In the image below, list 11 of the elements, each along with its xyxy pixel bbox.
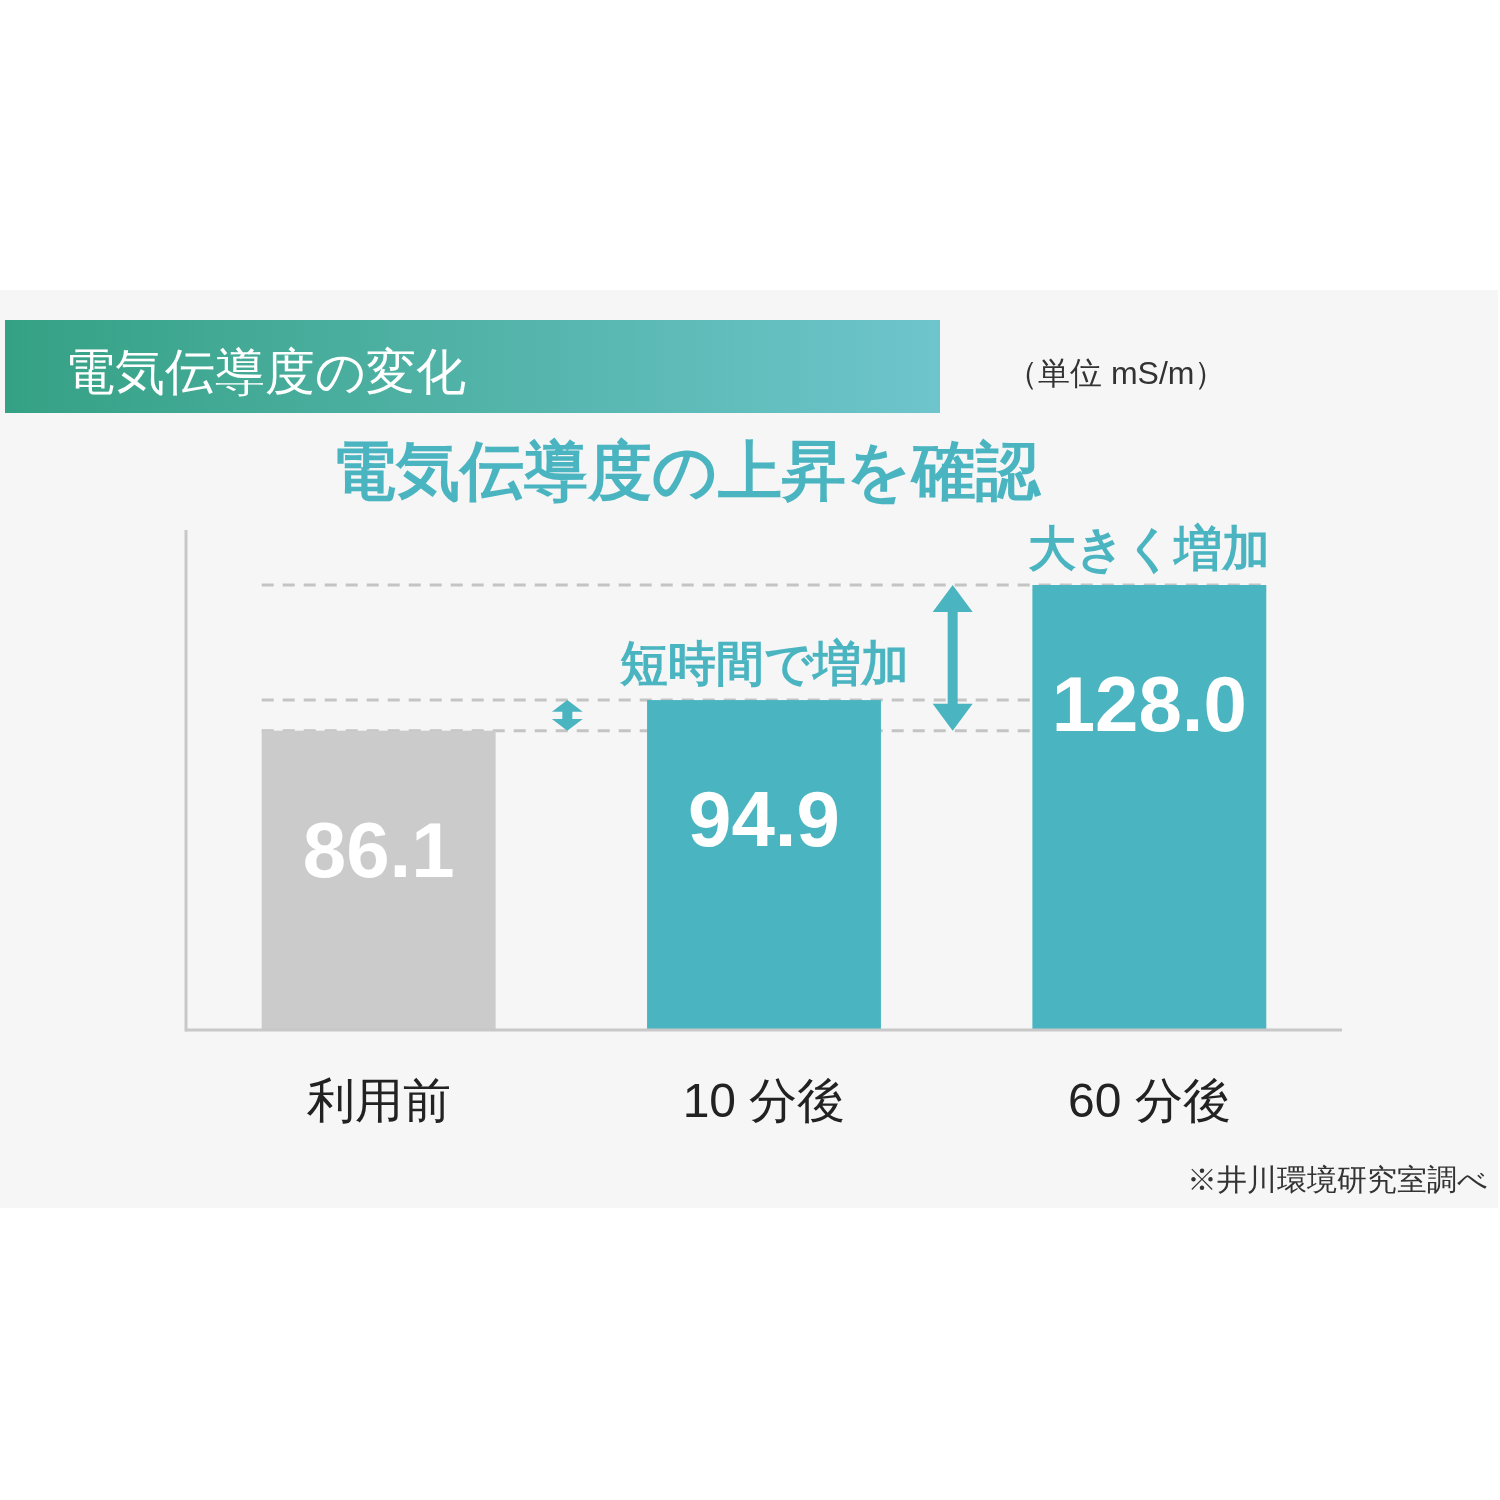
annotation: 大きく増加 <box>1028 522 1271 575</box>
annotation: 短時間で増加 <box>618 637 909 691</box>
data-label: 128.0 <box>1051 660 1247 748</box>
data-label: 94.9 <box>688 775 840 864</box>
x-tick-label: 10 分後 <box>682 1074 846 1127</box>
text: ※井川環境研究室調べ <box>1187 1163 1488 1196</box>
text: （単位 mS/m） <box>1006 355 1227 391</box>
chart-title: 電気伝導度の変化 <box>65 344 466 400</box>
x-tick-label: 60 分後 <box>1067 1074 1231 1127</box>
x-tick-label: 利用前 <box>306 1074 451 1127</box>
chart-subtitle: 電気伝導度の上昇を確認 <box>332 435 1042 507</box>
